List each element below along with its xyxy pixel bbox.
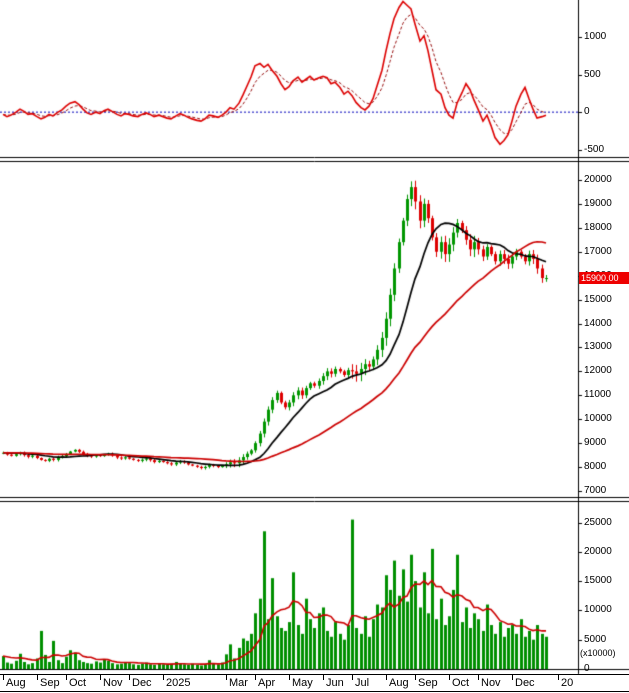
last-price-tag: 15900.00 xyxy=(579,272,629,285)
y-axis-tick-label: 7000 xyxy=(584,485,607,497)
y-axis-tick-label: 5000 xyxy=(584,633,607,645)
x-axis-tick xyxy=(352,675,353,680)
y-axis-tick-label: 25000 xyxy=(584,516,612,528)
x-axis-month-label: May xyxy=(292,677,313,689)
y-axis-tick-label: 1000 xyxy=(584,31,607,43)
x-axis-tick xyxy=(386,675,387,680)
x-axis-tick xyxy=(289,675,290,680)
y-axis-tick-label: 10000 xyxy=(584,604,612,616)
x-axis-month-label: Nov xyxy=(103,677,123,689)
x-axis-tick xyxy=(129,675,130,680)
y-axis-tick-label: 12000 xyxy=(584,365,612,377)
x-axis-month-label: Nov xyxy=(481,677,501,689)
x-axis-month-label: Mar xyxy=(229,677,248,689)
y-axis-tick-label: 13000 xyxy=(584,341,612,353)
x-axis-month-label: Oct xyxy=(452,677,470,689)
x-axis-tick xyxy=(415,675,416,680)
volume-unit-label: (x10000) xyxy=(580,648,616,658)
x-axis-tick xyxy=(37,675,38,680)
y-axis-tick-label: 20000 xyxy=(584,173,612,185)
x-axis-strip: Aug Sep Oct Nov Dec 2025 Mar Apr May Jun Jul Aug Sep… xyxy=(0,674,629,692)
y-axis-tick-label: 18000 xyxy=(584,221,612,233)
y-axis-tick-label: 500 xyxy=(584,68,601,80)
x-axis-month-label: Oct xyxy=(69,677,87,689)
y-axis-tick-label: 0 xyxy=(584,106,590,118)
y-axis-tick-label: 19000 xyxy=(584,197,612,209)
x-axis-tick xyxy=(478,675,479,680)
y-axis-tick-label: 17000 xyxy=(584,245,612,257)
y-axis-tick-label: 15000 xyxy=(584,575,612,587)
y-axis-tick-label: 0 xyxy=(584,663,590,674)
x-axis-tick xyxy=(512,675,513,680)
x-axis-month-label: Aug xyxy=(6,677,26,689)
x-axis-tick xyxy=(100,675,101,680)
y-axis-tick-label: 11000 xyxy=(584,389,612,401)
y-axis-tick-label: 14000 xyxy=(584,317,612,329)
x-axis-month-label: Dec xyxy=(132,677,152,689)
x-axis-tick xyxy=(558,675,559,680)
x-axis-month-label: Aug xyxy=(389,677,409,689)
x-axis-month-label: Sep xyxy=(418,677,438,689)
x-axis-tick xyxy=(255,675,256,680)
x-axis-tick xyxy=(3,675,4,680)
x-axis-tick xyxy=(449,675,450,680)
x-axis-tick xyxy=(226,675,227,680)
x-axis-tick xyxy=(163,675,164,680)
y-axis-tick-label: 10000 xyxy=(584,413,612,425)
y-axis-tick-label: -500 xyxy=(584,143,605,155)
y-axis-tick-label: 9000 xyxy=(584,437,607,449)
x-axis-month-label: Apr xyxy=(258,677,276,689)
x-axis-month-label: Jun xyxy=(326,677,344,689)
y-axis-tick-label: 15000 xyxy=(584,293,612,305)
y-axis-tick-label: 20000 xyxy=(584,545,612,557)
x-axis-month-label: Dec xyxy=(515,677,535,689)
x-axis-tick xyxy=(66,675,67,680)
x-axis-month-label: 20 xyxy=(561,677,574,689)
x-axis-month-label: Jul xyxy=(355,677,370,689)
x-axis-month-label: 2025 xyxy=(166,677,191,689)
x-axis-month-label: Sep xyxy=(40,677,60,689)
x-axis-tick xyxy=(323,675,324,680)
y-axis-tick-label: 8000 xyxy=(584,461,607,473)
